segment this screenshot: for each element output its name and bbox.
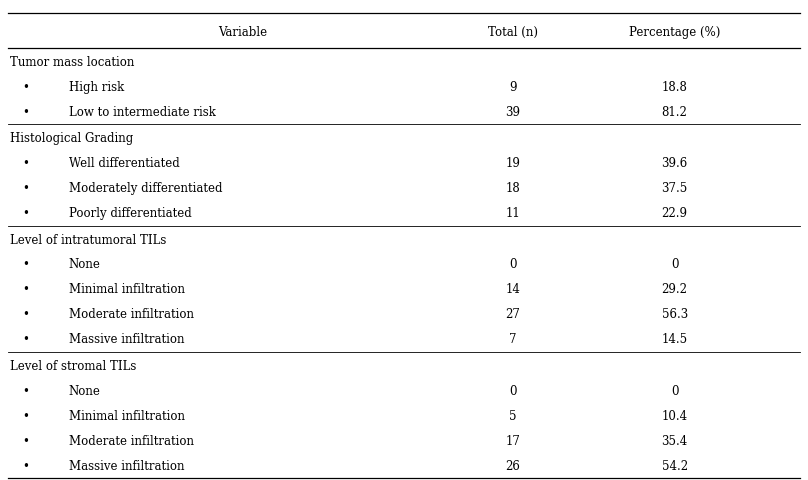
Text: Tumor mass location: Tumor mass location [10, 56, 134, 69]
Text: 0: 0 [509, 384, 517, 398]
Text: 26: 26 [506, 459, 520, 473]
Text: None: None [69, 258, 100, 272]
Text: Total (n): Total (n) [488, 26, 538, 39]
Text: 39: 39 [506, 106, 520, 119]
Text: •: • [23, 283, 30, 297]
Text: •: • [23, 182, 30, 195]
Text: 39.6: 39.6 [662, 157, 688, 170]
Text: •: • [23, 308, 30, 322]
Text: 18.8: 18.8 [662, 81, 688, 94]
Text: •: • [23, 258, 30, 272]
Text: Minimal infiltration: Minimal infiltration [69, 283, 185, 297]
Text: •: • [23, 81, 30, 94]
Text: Low to intermediate risk: Low to intermediate risk [69, 106, 216, 119]
Text: 54.2: 54.2 [662, 459, 688, 473]
Text: Histological Grading: Histological Grading [10, 132, 133, 145]
Text: High risk: High risk [69, 81, 124, 94]
Text: 17: 17 [506, 434, 520, 448]
Text: 0: 0 [509, 258, 517, 272]
Text: 9: 9 [509, 81, 517, 94]
Text: Poorly differentiated: Poorly differentiated [69, 207, 191, 220]
Text: 35.4: 35.4 [662, 434, 688, 448]
Text: 81.2: 81.2 [662, 106, 688, 119]
Text: 14.5: 14.5 [662, 333, 688, 347]
Text: 29.2: 29.2 [662, 283, 688, 297]
Text: Massive infiltration: Massive infiltration [69, 459, 184, 473]
Text: 5: 5 [509, 409, 517, 423]
Text: Minimal infiltration: Minimal infiltration [69, 409, 185, 423]
Text: •: • [23, 333, 30, 347]
Text: Level of stromal TILs: Level of stromal TILs [10, 360, 136, 373]
Text: •: • [23, 157, 30, 170]
Text: Variable: Variable [218, 26, 267, 39]
Text: 10.4: 10.4 [662, 409, 688, 423]
Text: 56.3: 56.3 [662, 308, 688, 322]
Text: Moderate infiltration: Moderate infiltration [69, 434, 194, 448]
Text: •: • [23, 409, 30, 423]
Text: 27: 27 [506, 308, 520, 322]
Text: 7: 7 [509, 333, 517, 347]
Text: Moderate infiltration: Moderate infiltration [69, 308, 194, 322]
Text: Well differentiated: Well differentiated [69, 157, 179, 170]
Text: •: • [23, 434, 30, 448]
Text: 11: 11 [506, 207, 520, 220]
Text: •: • [23, 459, 30, 473]
Text: 19: 19 [506, 157, 520, 170]
Text: 18: 18 [506, 182, 520, 195]
Text: 0: 0 [671, 258, 679, 272]
Text: 22.9: 22.9 [662, 207, 688, 220]
Text: Massive infiltration: Massive infiltration [69, 333, 184, 347]
Text: •: • [23, 106, 30, 119]
Text: •: • [23, 384, 30, 398]
Text: 37.5: 37.5 [662, 182, 688, 195]
Text: Percentage (%): Percentage (%) [629, 26, 721, 39]
Text: Level of intratumoral TILs: Level of intratumoral TILs [10, 234, 166, 247]
Text: 14: 14 [506, 283, 520, 297]
Text: 0: 0 [671, 384, 679, 398]
Text: None: None [69, 384, 100, 398]
Text: Moderately differentiated: Moderately differentiated [69, 182, 222, 195]
Text: •: • [23, 207, 30, 220]
